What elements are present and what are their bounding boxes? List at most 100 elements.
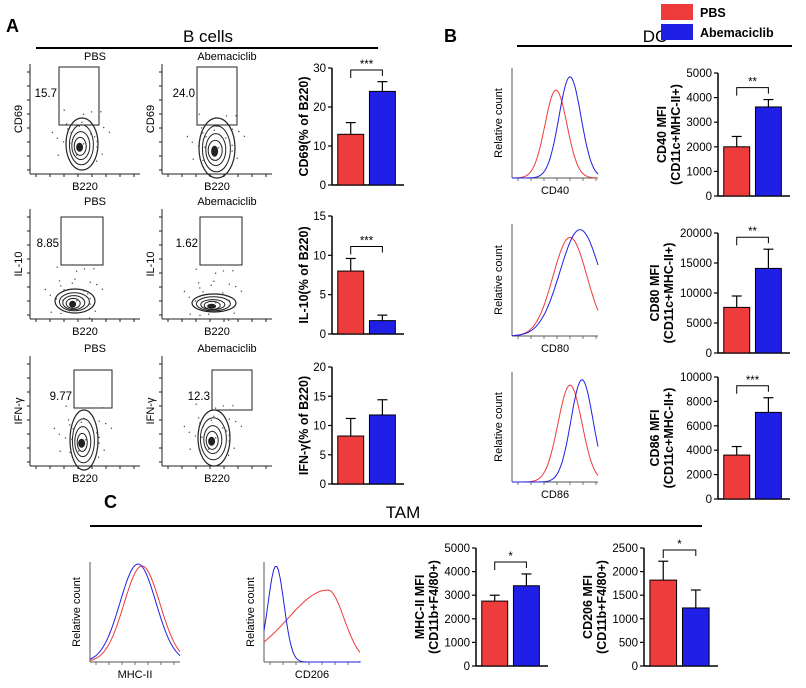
histogram-xlabel: CD206	[295, 669, 329, 681]
flow-plot-percent: 12.3	[188, 391, 210, 403]
flow-plot-dot	[208, 448, 210, 450]
flow-plot-dot	[228, 283, 230, 285]
flow-plot-dot	[75, 270, 78, 272]
significance-bracket	[494, 561, 527, 570]
histogram-ylabel: Relative count	[493, 245, 505, 315]
bar-chart-tick-label: 5000	[686, 318, 712, 330]
flow-plot-title: Abemaciclib	[197, 51, 256, 63]
flow-plot-dot	[96, 146, 98, 148]
bar-chart-tick-label: 2500	[612, 543, 638, 555]
histogram-curve-abemaciclib	[263, 566, 361, 663]
bar-chart-tick-label: 2000	[686, 142, 712, 154]
flow-plot-dot	[76, 300, 78, 302]
bar-abemaciclib	[754, 267, 782, 354]
flow-plot-dot	[50, 311, 52, 313]
flow-plot-percent: 24.0	[173, 88, 195, 100]
bar-chart-ylabel-secondary: (CD11b+F4/80+)	[595, 560, 609, 654]
significance-label: *	[508, 551, 513, 563]
flow-plot-xlabel: B220	[204, 326, 230, 338]
bar-chart-tick-label: 3000	[444, 590, 470, 602]
flow-plot-contour	[71, 131, 91, 161]
histogram-ylabel: Relative count	[493, 88, 505, 158]
flow-plot-dot	[94, 136, 96, 138]
flow-plot-dot	[231, 144, 233, 147]
panel-b-letter: B	[444, 26, 457, 46]
flow-plot-dot	[215, 437, 217, 439]
bar-chart-tick-label: 5	[320, 290, 326, 302]
flow-plot-gate	[211, 369, 253, 411]
flow-plot-dot	[217, 117, 220, 119]
significance-label: **	[748, 77, 757, 89]
flow-plot-dot	[58, 280, 61, 282]
flow-plot-dot	[69, 142, 71, 144]
flow-plot-dot	[202, 132, 204, 134]
flow-plot-dot	[102, 407, 104, 409]
flow-plot-dot	[228, 418, 230, 420]
flow-plot-dot	[201, 436, 203, 438]
flow-plot-dot	[58, 433, 60, 435]
bar-abemaciclib	[681, 607, 710, 667]
flow-plot-ylabel: IFN-γ	[13, 397, 25, 424]
bar-pbs	[337, 435, 365, 485]
flow-plot-dot	[183, 290, 186, 293]
bar-chart-ylabel: IL-10(% of B220)	[297, 226, 311, 323]
flow-plot-dot	[69, 311, 71, 313]
flow-plot-contour	[207, 139, 223, 161]
flow-plot-dot	[188, 431, 190, 433]
bar-chart-tick-label: 10000	[680, 372, 712, 384]
flow-plot-dot	[211, 158, 213, 160]
flow-plot-dot	[110, 427, 113, 429]
bar-chart-tick-label: 500	[619, 637, 638, 649]
flow-plot-dot	[89, 281, 91, 283]
flow-plot-dot	[200, 127, 203, 129]
flow-plot-dot	[192, 158, 194, 160]
flow-plot-dot	[108, 131, 111, 133]
bar-chart: 0 500 1000 1500 2000 2500 * CD206 MFI (CD11b+F4/…	[581, 539, 718, 673]
histogram-curve-pbs	[511, 237, 599, 337]
flow-plot-dot	[56, 137, 58, 139]
bar-chart-tick-label: 1500	[612, 590, 638, 602]
flow-plot-title: PBS	[84, 196, 106, 208]
flow-plot-dot	[238, 130, 240, 133]
panel-c-letter: C	[104, 492, 117, 512]
bar-chart-tick-label: 20000	[680, 228, 712, 240]
flow-plot-contour	[65, 117, 99, 171]
flow-plot-dot	[232, 405, 234, 407]
bar-chart-tick-label: 0	[706, 494, 712, 506]
flow-plot-dot	[56, 266, 58, 268]
flow-plot-xlabel: B220	[72, 473, 98, 485]
bar-abemaciclib	[368, 414, 396, 485]
flow-plot-percent: 15.7	[35, 88, 57, 100]
bar-chart-tick-label: 10	[313, 141, 326, 153]
flow-plot-dot	[72, 428, 74, 430]
flow-plot-dot	[103, 126, 105, 129]
flow-plot-dot	[62, 141, 65, 143]
flow-plot: PBS 15.7 B220 CD69	[13, 51, 140, 193]
flow-plot-contour	[65, 297, 81, 309]
bar-chart-tick-label: 0	[706, 348, 712, 360]
flow-plot-dot	[87, 293, 89, 295]
significance-label: ***	[360, 235, 374, 247]
significance-label: ***	[360, 59, 374, 71]
flow-plot-dot	[229, 140, 231, 142]
flow-plot-dot	[215, 302, 217, 304]
flow-plot-contour	[69, 300, 77, 308]
flow-plot-dot	[60, 312, 62, 315]
bar-pbs	[723, 454, 751, 500]
histogram: CD40 Relative count	[493, 68, 599, 197]
bar-pbs	[337, 270, 365, 335]
flow-plot-contour	[197, 409, 231, 467]
flow-plot-dot	[199, 314, 201, 317]
histogram-curve-pbs	[263, 589, 361, 653]
flow-plot-dot	[49, 294, 51, 296]
flow-plot-dot	[228, 434, 230, 437]
bar-chart-tick-label: 1000	[444, 637, 470, 649]
histogram-ylabel: Relative count	[71, 577, 83, 647]
flow-plot-contour	[71, 418, 95, 464]
flow-plot-title: Abemaciclib	[197, 343, 256, 355]
flow-plot-contour	[203, 300, 221, 310]
flow-plot-dot	[70, 132, 72, 134]
bar-chart-tick-label: 6000	[686, 421, 712, 433]
bar-chart-ylabel: CD86 MFI	[648, 410, 662, 467]
